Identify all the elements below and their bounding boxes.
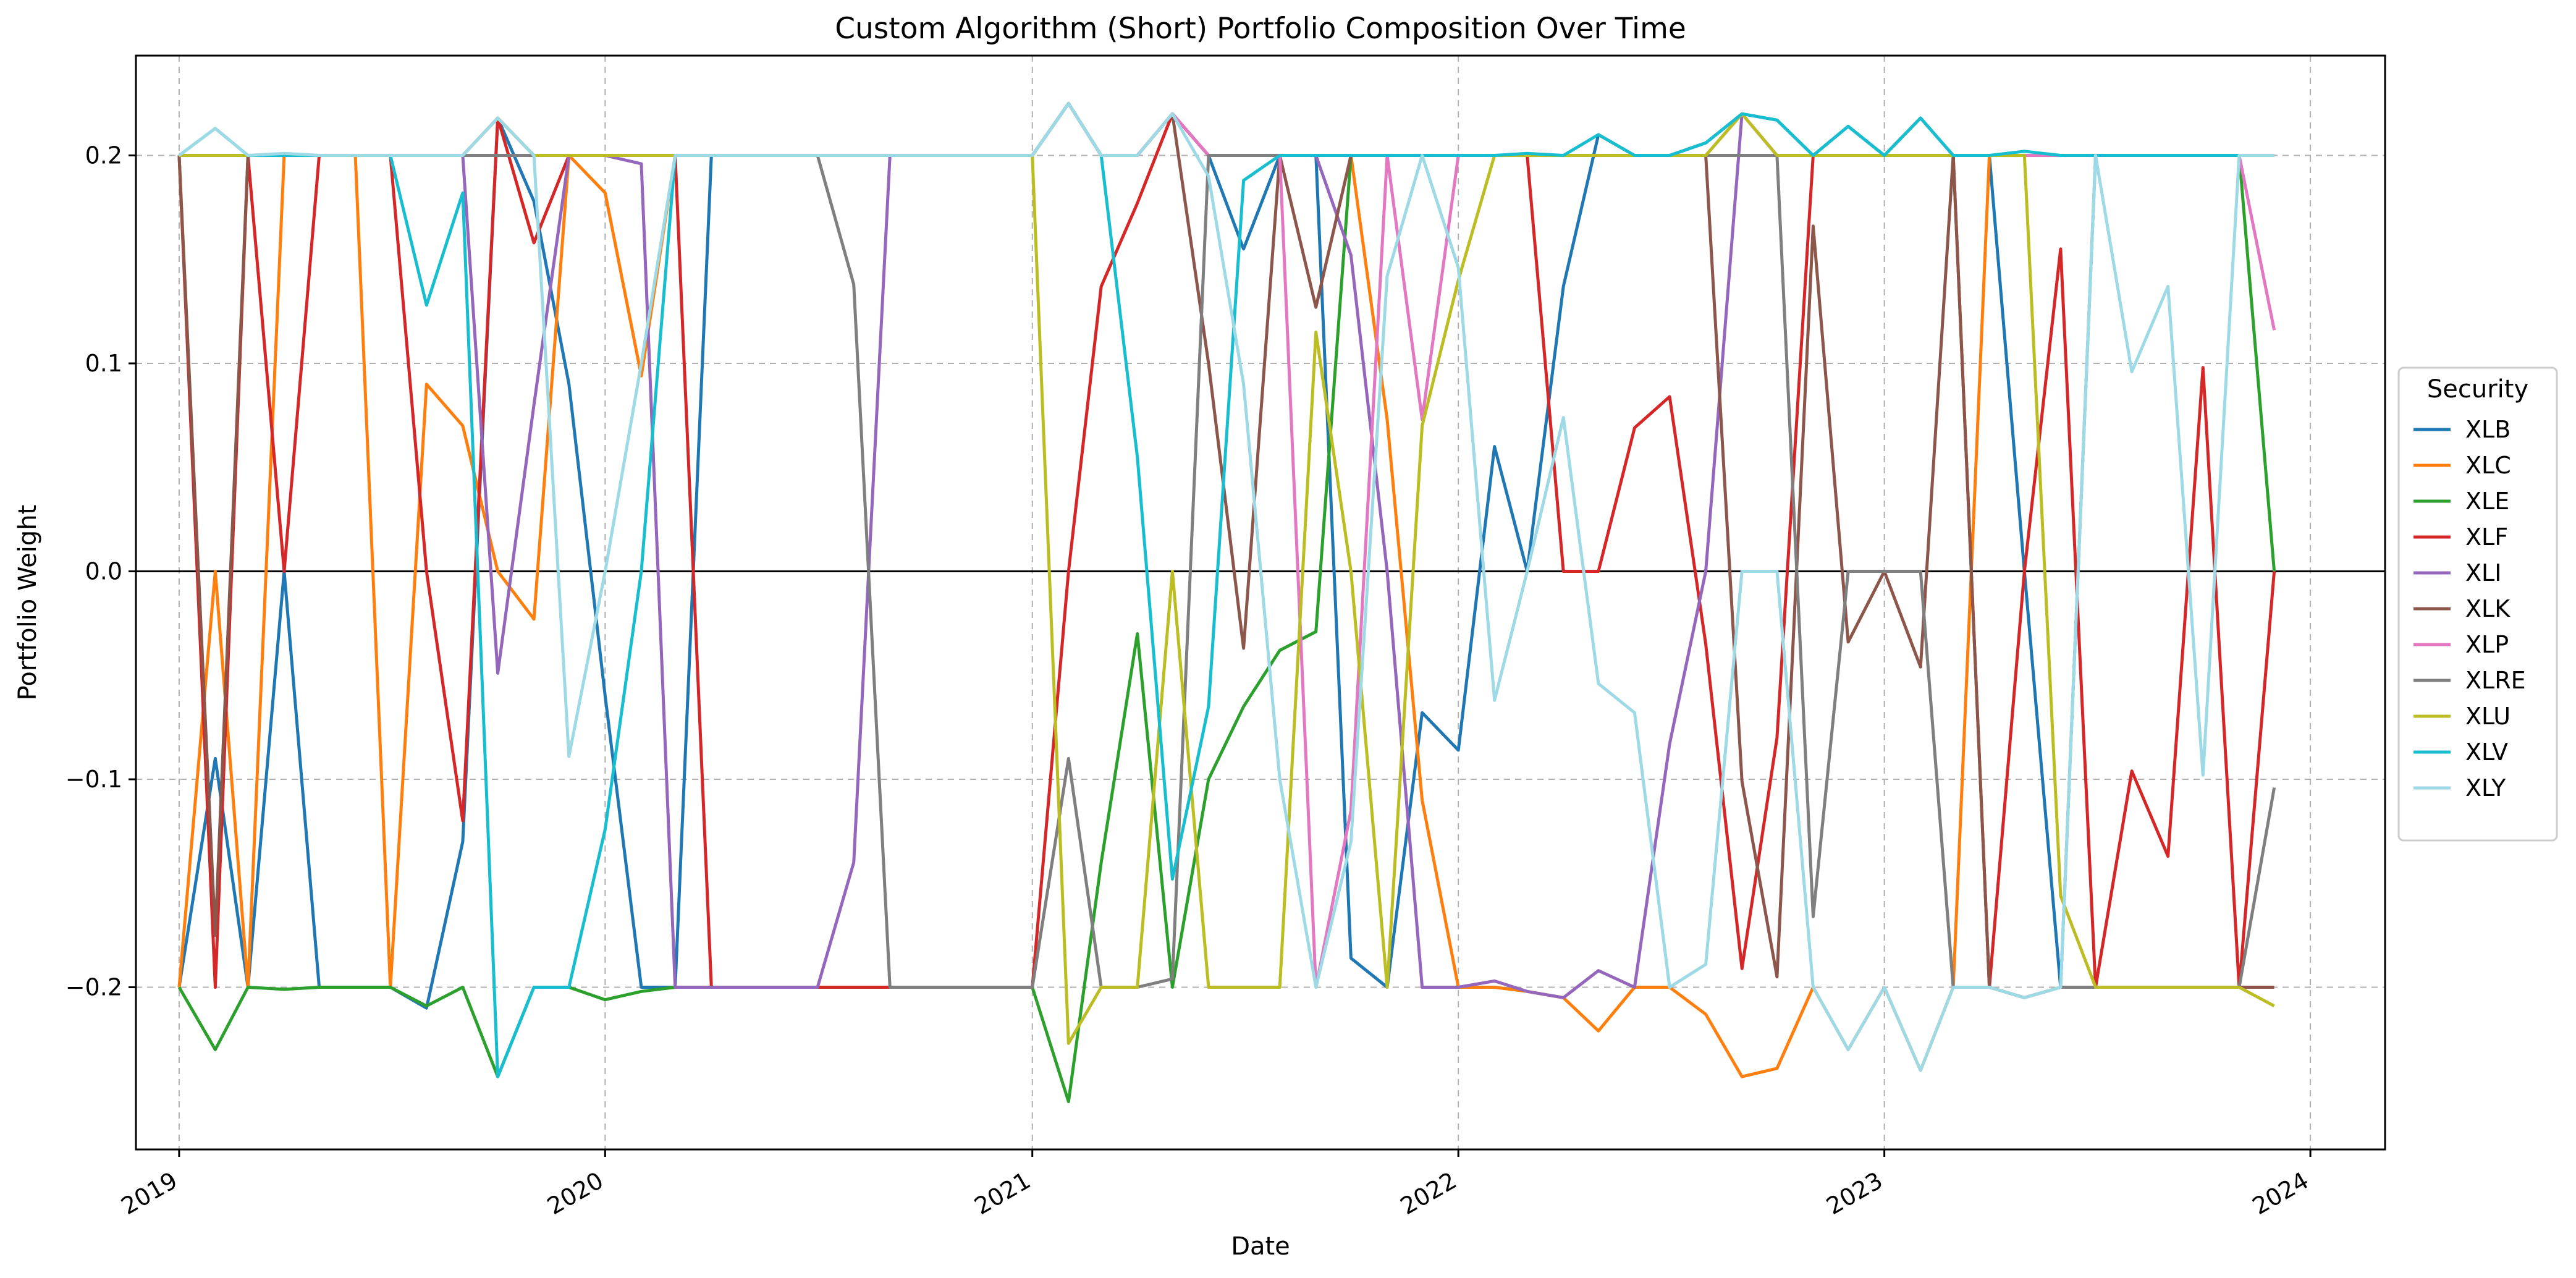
series-line-xlre: [179, 154, 2276, 999]
chart-title: Custom Algorithm (Short) Portfolio Compo…: [835, 12, 1686, 46]
y-axis-label: Portfolio Weight: [14, 505, 42, 701]
x-axis-label: Date: [1231, 1232, 1290, 1261]
series-layer: [177, 101, 2276, 1104]
legend-label-xlv: XLV: [2465, 738, 2508, 766]
legend-label-xle: XLE: [2465, 488, 2509, 515]
legend-label-xlf: XLF: [2465, 523, 2508, 551]
y-tick-label: 0.0: [85, 558, 122, 585]
legend-label-xly: XLY: [2465, 774, 2506, 802]
legend-label-xli: XLI: [2465, 559, 2501, 586]
legend-frame: [2397, 366, 2558, 842]
y-tick-label: −0.1: [65, 766, 122, 793]
plot-frame: [135, 54, 2386, 1151]
legend-label-xlu: XLU: [2465, 703, 2511, 730]
legend-label-xlk: XLK: [2465, 595, 2511, 622]
legend-label-xlre: XLRE: [2465, 667, 2526, 694]
y-tick-label: 0.2: [85, 142, 122, 169]
y-ticks: −0.2 −0.1 0.0 0.1 0.2: [65, 142, 136, 1001]
legend-label-xlp: XLP: [2465, 631, 2509, 658]
legend-title: Security: [2427, 375, 2528, 404]
legend: Security XLB XLC XLE XLF XLI XLK XLP XLRE XLU XLV…: [2397, 366, 2558, 842]
series-line-xly: [178, 101, 2274, 1072]
y-tick-label: −0.2: [65, 974, 122, 1001]
y-tick-label: 0.1: [85, 350, 122, 377]
series-line-xlv: [178, 101, 2274, 1078]
legend-label-xlb: XLB: [2465, 416, 2511, 443]
legend-label-xlc: XLC: [2465, 452, 2511, 479]
